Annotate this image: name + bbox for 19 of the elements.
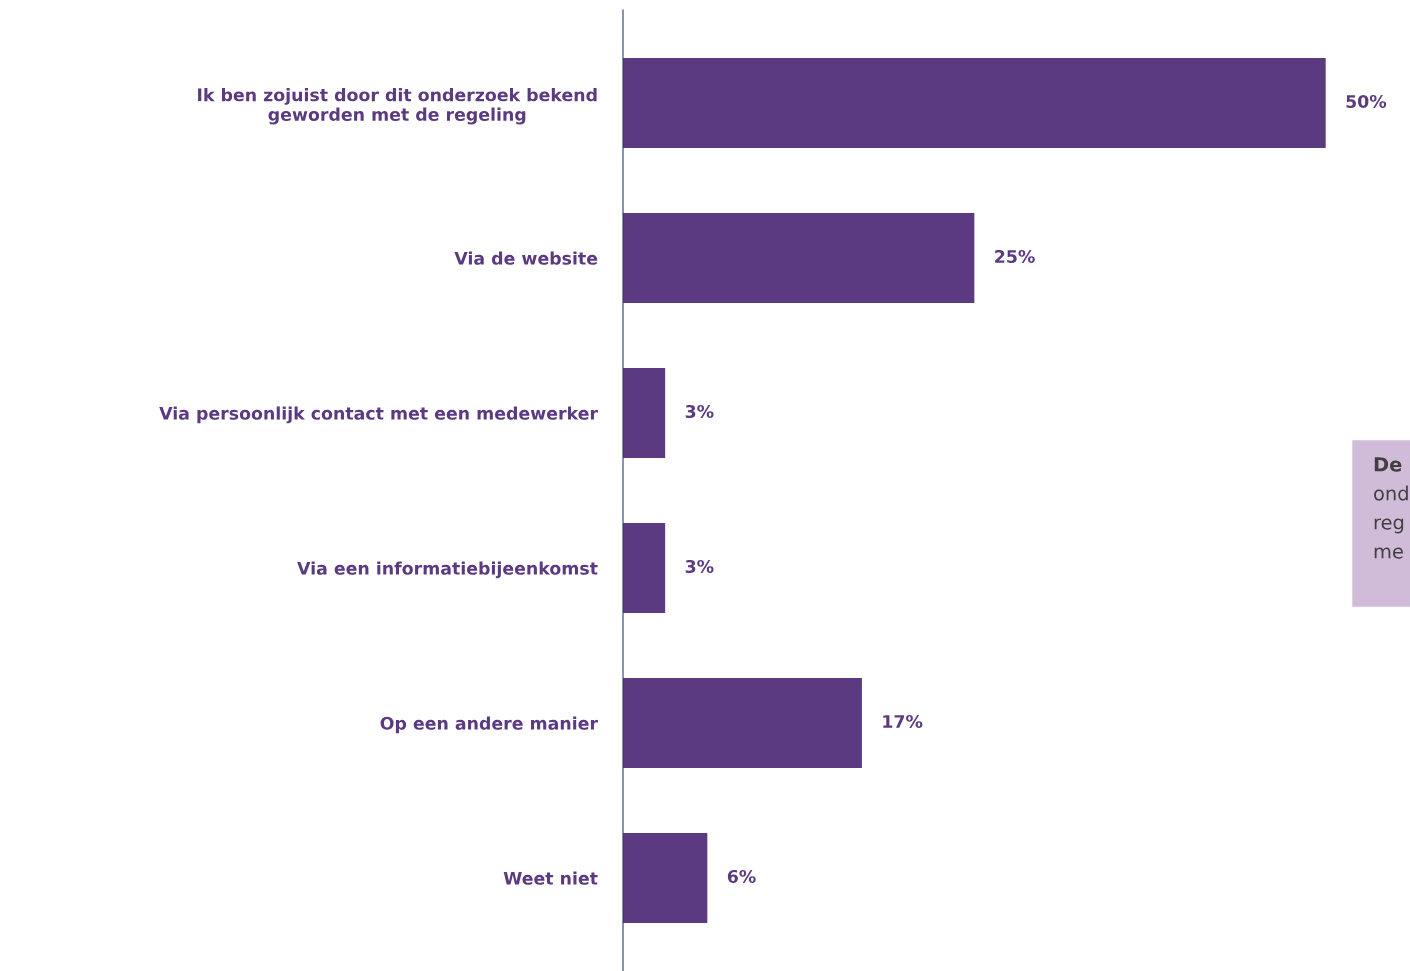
- bar: [623, 678, 862, 768]
- y-tick-label: Weet niet: [503, 871, 598, 885]
- data-label: 3%: [685, 559, 714, 574]
- data-label: 17%: [883, 714, 923, 729]
- data-label: 25%: [995, 249, 1035, 264]
- bar: [623, 523, 666, 613]
- bar: [623, 213, 975, 303]
- y-tick-label: Ik ben zojuist door dit onderzoek bekend geworden met de regeling: [198, 87, 597, 125]
- bar: [623, 833, 708, 923]
- data-label: 6%: [727, 869, 756, 884]
- y-tick-label: Via persoonlijk contact met een medewerker: [159, 406, 598, 424]
- data-label: 50%: [1346, 94, 1387, 109]
- y-tick-label: Via een informatiebijeenkomst: [297, 561, 598, 579]
- y-tick-label: Via de website: [454, 251, 598, 265]
- bar: [623, 368, 666, 458]
- text: De ond reg me: [1374, 457, 1408, 559]
- bar: [623, 58, 1326, 148]
- data-label: 3%: [685, 404, 714, 419]
- y-tick-label: Op een andere manier: [380, 716, 598, 734]
